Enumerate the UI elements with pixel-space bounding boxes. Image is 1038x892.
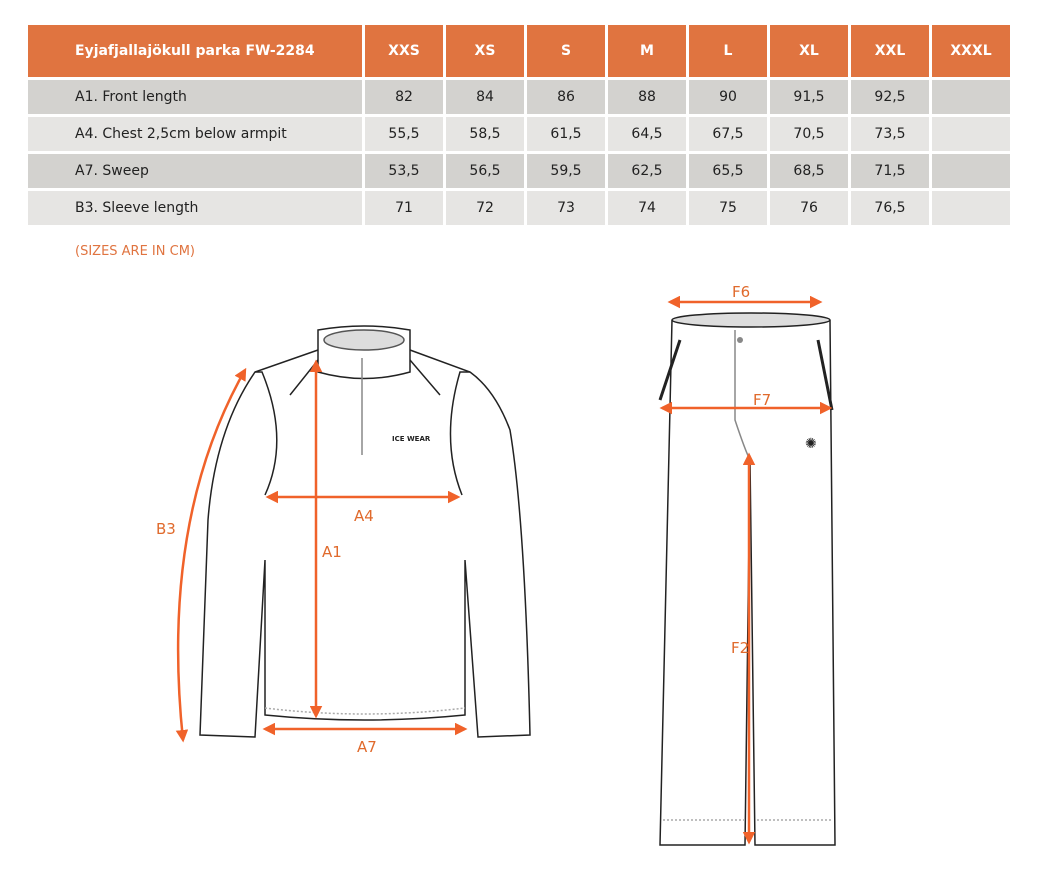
- measurement-cell: 84: [446, 80, 524, 114]
- measurement-cell: 73,5: [851, 117, 929, 151]
- measurement-cell: 82: [365, 80, 443, 114]
- measurement-cell: 88: [608, 80, 686, 114]
- size-header-s: S: [527, 25, 605, 77]
- measurement-cell: 65,5: [689, 154, 767, 188]
- row-label: A4. Chest 2,5cm below armpit: [28, 117, 362, 151]
- measurement-cell: 53,5: [365, 154, 443, 188]
- a7-label: A7: [357, 738, 377, 756]
- size-header-xl: XL: [770, 25, 848, 77]
- measurement-cell: [932, 117, 1010, 151]
- measurement-cell: 74: [608, 191, 686, 225]
- measurement-cell: 76: [770, 191, 848, 225]
- a1-label: A1: [322, 543, 342, 561]
- measurement-cell: 56,5: [446, 154, 524, 188]
- row-label: B3. Sleeve length: [28, 191, 362, 225]
- jacket-arrows: [175, 359, 468, 743]
- measurement-cell: 86: [527, 80, 605, 114]
- size-header-l: L: [689, 25, 767, 77]
- measurement-cell: 71: [365, 191, 443, 225]
- size-header-xxs: XXS: [365, 25, 443, 77]
- measurement-cell: 73: [527, 191, 605, 225]
- measurement-cell: 91,5: [770, 80, 848, 114]
- measurement-cell: 59,5: [527, 154, 605, 188]
- measurement-cell: 75: [689, 191, 767, 225]
- b3-label: B3: [156, 520, 176, 538]
- jacket-drawing: [199, 325, 531, 738]
- measurement-cell: 64,5: [608, 117, 686, 151]
- size-header-m: M: [608, 25, 686, 77]
- b3-arrow: [175, 367, 247, 743]
- measurement-cell: 67,5: [689, 117, 767, 151]
- size-header-xs: XS: [446, 25, 524, 77]
- measurement-cell: 68,5: [770, 154, 848, 188]
- brand-logo-icon: ✺: [805, 436, 817, 452]
- measurement-cell: 90: [689, 80, 767, 114]
- f2-label: F2: [731, 639, 749, 657]
- measurement-cell: 72: [446, 191, 524, 225]
- measurement-cell: [932, 80, 1010, 114]
- measurement-cell: 58,5: [446, 117, 524, 151]
- measurement-cell: 61,5: [527, 117, 605, 151]
- measurement-cell: [932, 191, 1010, 225]
- measurement-cell: 71,5: [851, 154, 929, 188]
- size-table: Eyjafjallajökull parka FW-2284 XXS XS S M L X…: [28, 25, 1010, 225]
- f6-label: F6: [732, 283, 750, 301]
- table-title: Eyjafjallajökull parka FW-2284: [28, 25, 362, 77]
- f7-label: F7: [753, 391, 771, 409]
- a4-label: A4: [354, 507, 374, 525]
- pants-drawing: [658, 312, 836, 846]
- row-label: A1. Front length: [28, 80, 362, 114]
- measurement-cell: 62,5: [608, 154, 686, 188]
- size-header-xxl: XXL: [851, 25, 929, 77]
- pants-arrows: [659, 295, 833, 845]
- measurement-cell: 92,5: [851, 80, 929, 114]
- brand-logo: ICE WEAR: [392, 435, 431, 443]
- measurement-cell: [932, 154, 1010, 188]
- size-header-xxxl: XXXL: [932, 25, 1010, 77]
- measurement-cell: 70,5: [770, 117, 848, 151]
- measurement-cell: 55,5: [365, 117, 443, 151]
- measurement-cell: 76,5: [851, 191, 929, 225]
- units-note: (SIZES ARE IN CM): [75, 244, 195, 259]
- row-label: A7. Sweep: [28, 154, 362, 188]
